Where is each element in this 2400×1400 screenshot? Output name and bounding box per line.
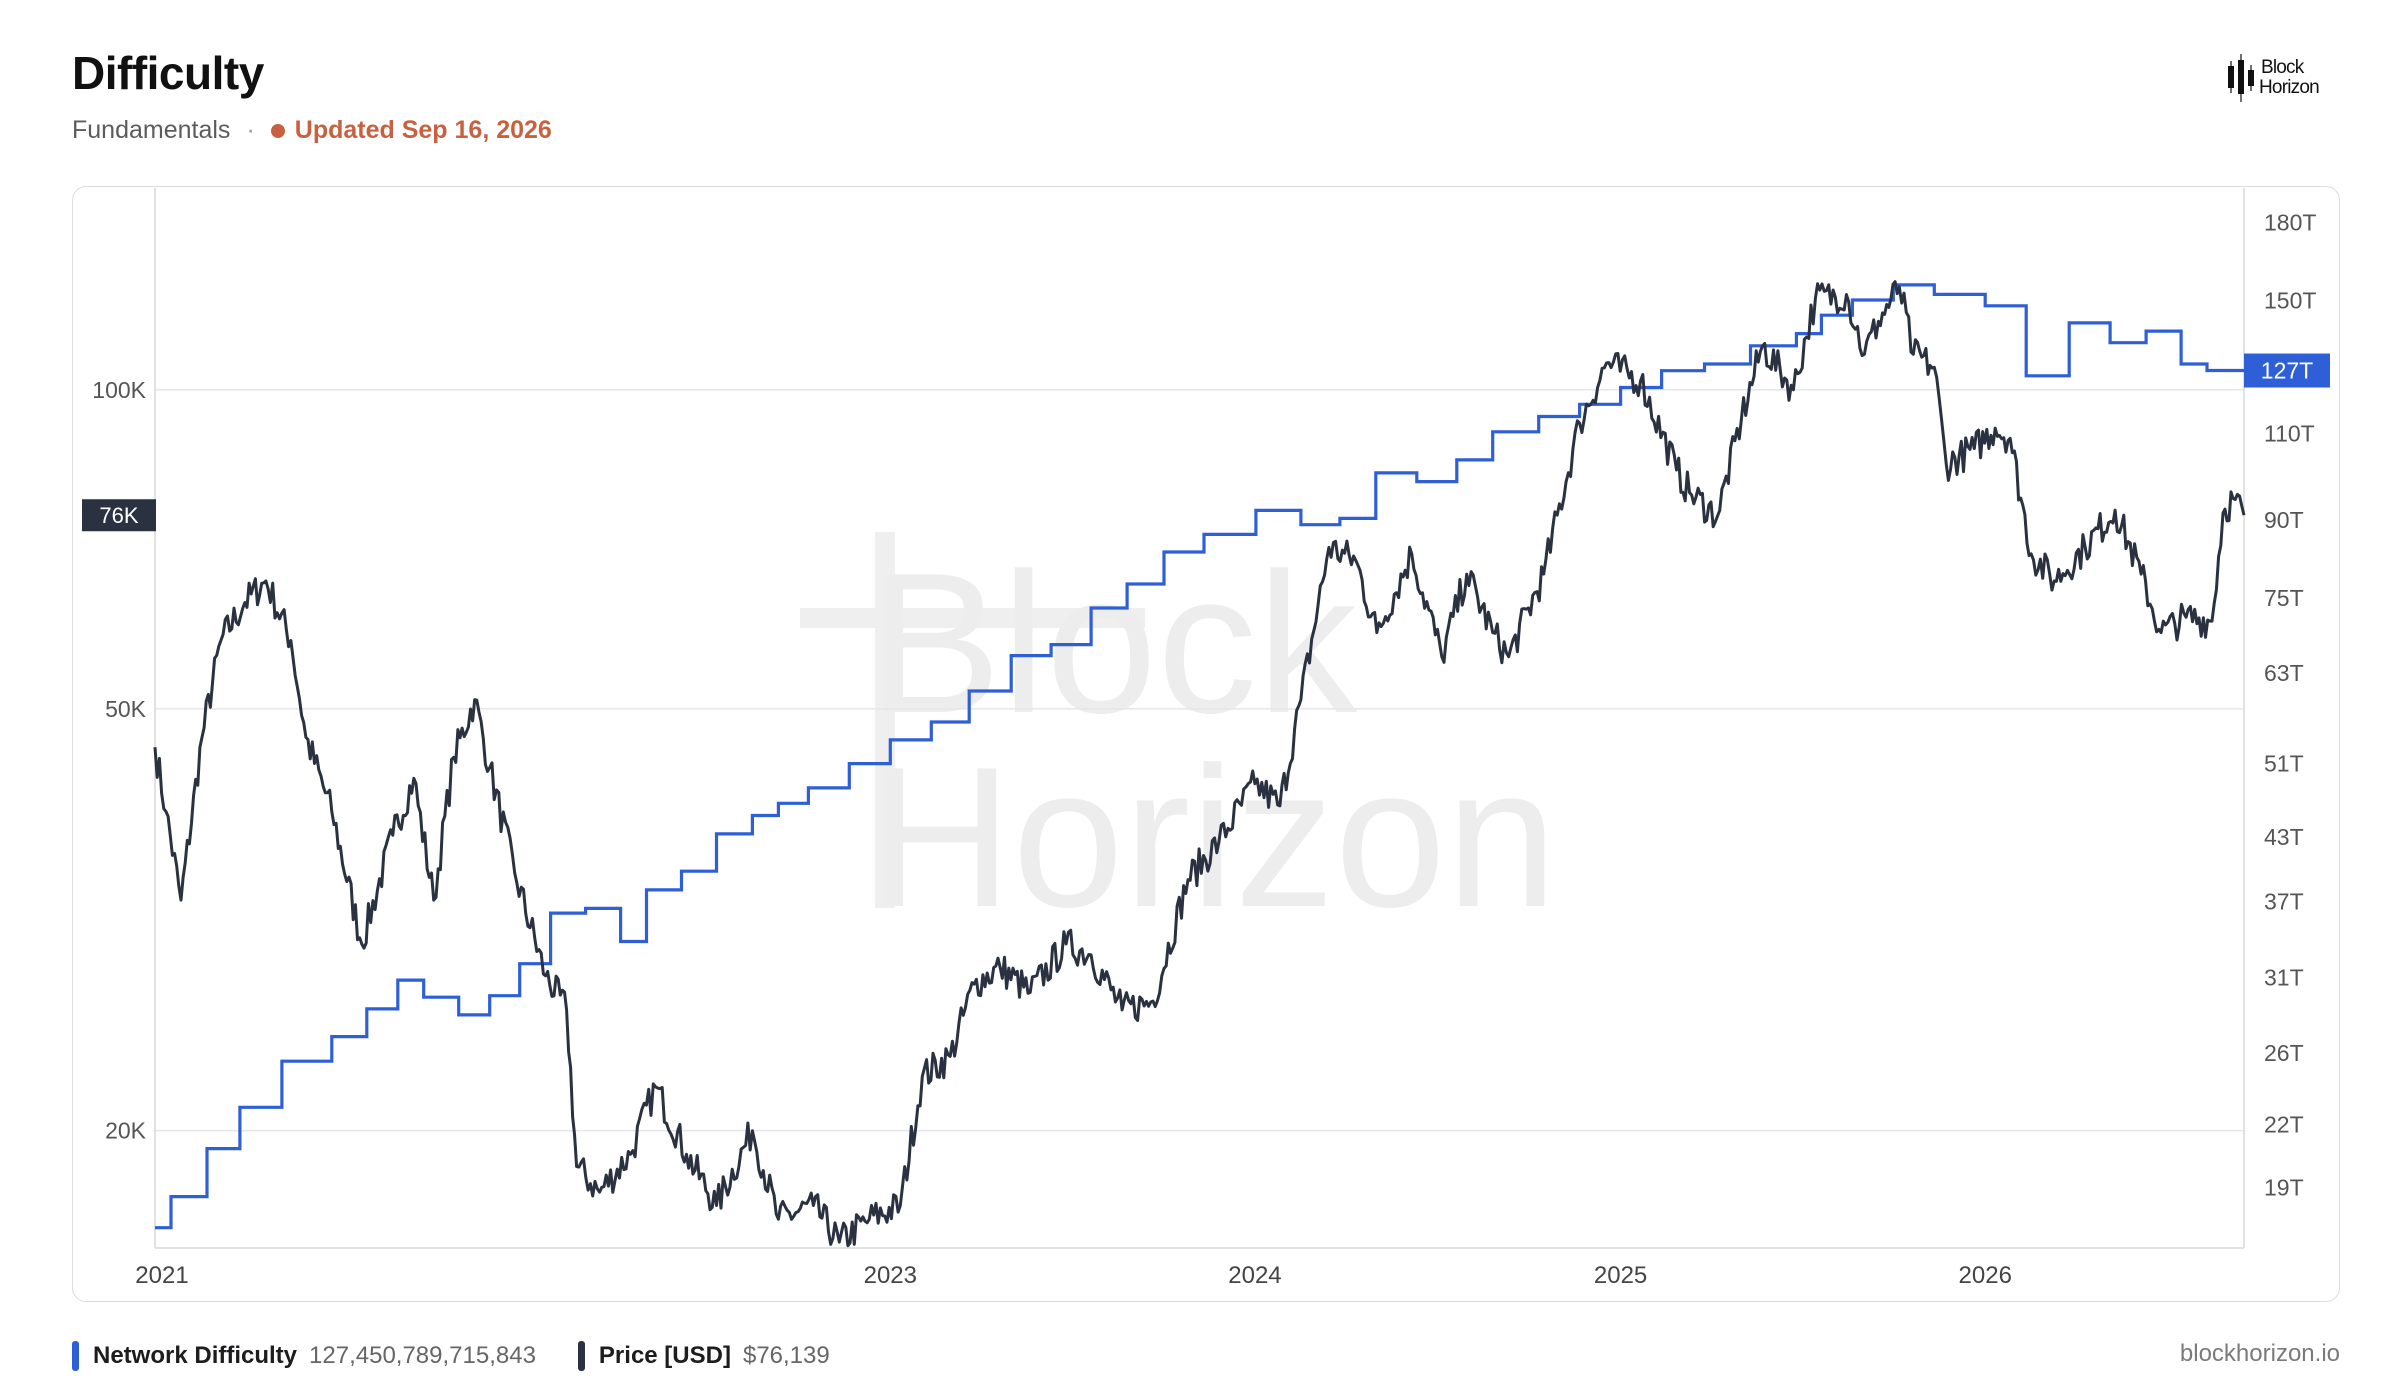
page-title: Difficulty [72, 47, 264, 99]
right-tick-label: 75T [2264, 585, 2304, 611]
price-swatch-icon [577, 1341, 585, 1371]
current-value-labels: 76K 127T [82, 353, 2330, 532]
subtitle: Fundamentals · Updated Sep 16, 2026 [72, 116, 552, 145]
left-tick-label: 100K [92, 377, 146, 403]
legend: Network Difficulty 127,450,789,715,843 P… [72, 1338, 872, 1374]
x-tick-label: 2026 [1959, 1262, 2012, 1289]
current-difficulty-label: 127T [2261, 358, 2313, 384]
right-axis: 19T 22T 26T 31T 37T 43T 51T 63T 75T 90T 110T 150T 18… [2264, 209, 2316, 1200]
right-tick-label: 180T [2264, 209, 2316, 235]
legend-difficulty-value: 127,450,789,715,843 [309, 1342, 536, 1369]
legend-price-value: $76,139 [742, 1342, 830, 1369]
x-tick-label: 2025 [1594, 1262, 1647, 1289]
right-tick-label: 31T [2264, 964, 2304, 990]
legend-price-name: Price [USD] [598, 1342, 731, 1369]
current-difficulty-badge [2244, 353, 2330, 388]
x-axis: 2021 2023 2024 2025 2026 [135, 1262, 2012, 1289]
right-tick-label: 63T [2264, 660, 2304, 686]
watermark-line2: Horizon [868, 726, 1557, 949]
separator: · [246, 116, 255, 144]
difficulty-swatch-icon [72, 1341, 79, 1371]
logo-line2: Horizon [2259, 77, 2320, 98]
right-tick-label: 43T [2264, 824, 2304, 850]
series-layer [153, 280, 2246, 1248]
grid-lines [155, 389, 2244, 1132]
site-link[interactable]: blockhorizon.io [2179, 1340, 2340, 1367]
right-tick-label: 110T [2264, 421, 2315, 447]
right-tick-label: 19T [2264, 1174, 2304, 1200]
brand-logo[interactable]: Block Horizon [2225, 52, 2345, 104]
series-network-difficulty-line[interactable] [155, 283, 2244, 1230]
right-tick-label: 51T [2264, 751, 2304, 777]
legend-item-difficulty[interactable]: Network Difficulty 127,450,789,715,843 [72, 1341, 536, 1371]
candlestick-logo-icon [2228, 54, 2254, 102]
chart-frame [72, 186, 2340, 1302]
section-link[interactable]: Fundamentals [72, 116, 231, 144]
legend-item-price[interactable]: Price [USD] $76,139 [577, 1341, 830, 1371]
right-tick-label: 22T [2264, 1112, 2304, 1138]
left-tick-label: 50K [105, 696, 147, 722]
x-tick-label: 2023 [864, 1262, 917, 1289]
updated-date: Updated Sep 16, 2026 [294, 116, 552, 144]
watermark-line1: Block [868, 532, 1358, 755]
current-price-badge [82, 499, 156, 532]
updated-dot-icon [270, 123, 285, 138]
x-tick-label: 2024 [1228, 1262, 1281, 1289]
left-tick-label: 20K [105, 1118, 147, 1144]
logo-wordmark: Block Horizon [2259, 57, 2320, 98]
logo-line1: Block [2261, 57, 2304, 78]
current-price-label: 76K [99, 503, 138, 528]
legend-difficulty-name: Network Difficulty [93, 1342, 298, 1369]
right-tick-label: 37T [2264, 888, 2304, 914]
right-tick-label: 90T [2264, 507, 2304, 533]
right-tick-label: 150T [2264, 288, 2316, 314]
x-tick-label: 2021 [135, 1262, 188, 1289]
left-axis: 20K 50K 100K [92, 377, 146, 1144]
watermark: Block Horizon [800, 532, 1557, 949]
right-tick-label: 26T [2264, 1040, 2304, 1066]
series-price-line[interactable] [153, 280, 2246, 1248]
